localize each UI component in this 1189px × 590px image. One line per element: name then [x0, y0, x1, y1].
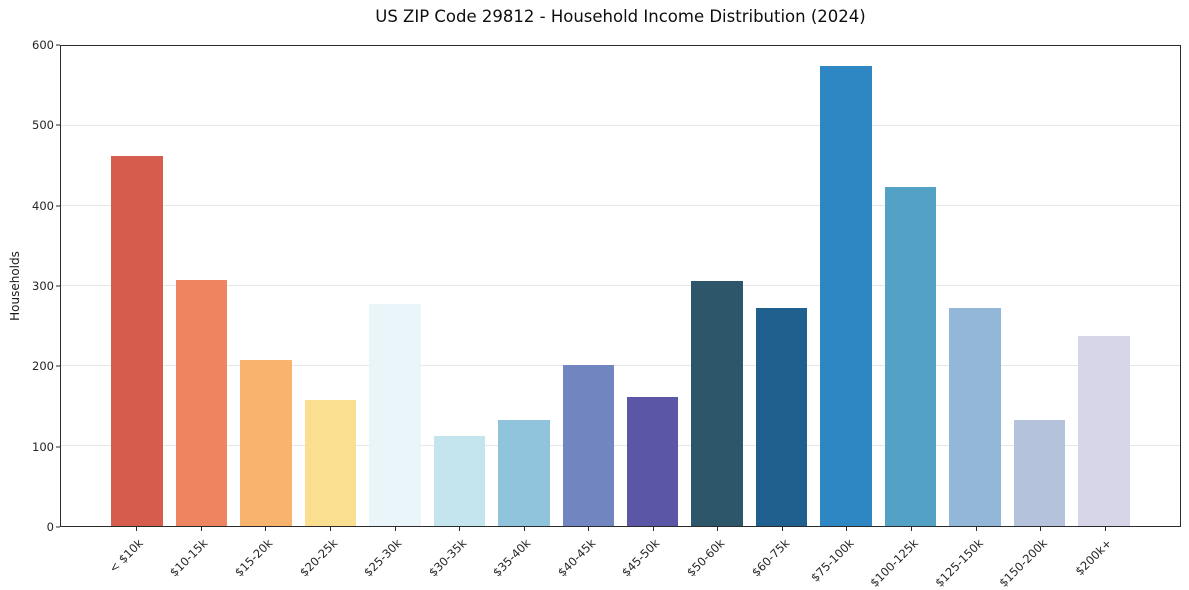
- x-tick-mark: [200, 527, 202, 531]
- bar-$20-25k: [304, 400, 357, 526]
- x-tick-label-$35-40k: $35-40k: [490, 536, 534, 580]
- bar-$30-35k: [433, 435, 486, 526]
- x-tick-label-$10-15k: $10-15k: [167, 536, 211, 580]
- bar-slot: [169, 46, 233, 526]
- plot-area: [60, 45, 1181, 527]
- bar-slot: [234, 46, 298, 526]
- x-tick-label-$200k+: $200k+: [1072, 536, 1115, 579]
- bar-slot: [621, 46, 685, 526]
- x-tick-mark: [265, 527, 267, 531]
- bar-$100-125k: [884, 186, 937, 526]
- y-tick-mark: [56, 44, 60, 46]
- y-tick-mark: [56, 365, 60, 367]
- gridline-y-400: [61, 205, 1180, 207]
- x-tick-label-$40-45k: $40-45k: [554, 536, 599, 580]
- bar-slot: [427, 46, 491, 526]
- bar-$15-20k: [240, 360, 292, 526]
- y-tick-label: 200: [32, 359, 54, 374]
- bar-slot: [105, 46, 169, 526]
- x-tick-mark: [717, 527, 719, 531]
- x-tick-mark: [652, 527, 654, 531]
- x-tick-mark: [394, 527, 396, 531]
- y-axis-tick-labels: 0 100 200 300 400 500 600: [0, 38, 54, 534]
- bar-slot: [878, 46, 942, 526]
- x-tick-label-$30-35k: $30-35k: [425, 536, 469, 580]
- bar-slot: [1007, 46, 1071, 526]
- x-tick-mark: [781, 527, 783, 531]
- bar-$10-15k: [175, 279, 228, 526]
- bar-$45-50k: [626, 397, 679, 526]
- x-tick-mark: [329, 527, 331, 531]
- x-tick-label-$60-75k: $60-75k: [748, 536, 792, 580]
- y-tick-label: 0: [46, 520, 54, 534]
- x-axis-tick-labels: < $10k $10-15k $15-20k $20-25k $25-30k $30-35…: [60, 527, 1181, 590]
- y-tick-mark: [56, 285, 60, 287]
- x-tick-label-$25-30k: $25-30k: [361, 536, 405, 580]
- y-tick-label: 600: [32, 38, 54, 52]
- x-tick-mark: [1040, 527, 1042, 531]
- bar-slot: [492, 46, 556, 526]
- bar-$150-200k: [1013, 419, 1066, 526]
- bar-slot: [685, 46, 749, 526]
- y-tick-label: 500: [32, 118, 54, 133]
- y-tick-mark: [56, 526, 60, 528]
- x-tick-mark: [136, 527, 138, 531]
- gridline-y-300: [61, 285, 1180, 286]
- gridline-y-200: [61, 365, 1180, 367]
- bar-slot: [943, 46, 1007, 526]
- bar-$60-75k: [755, 308, 808, 526]
- x-tick-mark: [459, 527, 461, 531]
- bar-$35-40k: [498, 419, 550, 526]
- bar-series: [61, 46, 1180, 526]
- bar-slot: [298, 46, 362, 526]
- chart-title: US ZIP Code 29812 - Household Income Dis…: [375, 7, 866, 26]
- y-tick-label: 100: [32, 439, 54, 454]
- y-tick-mark: [56, 205, 60, 207]
- bar-$75-100k: [820, 66, 872, 526]
- x-tick-label-$125-150k: $125-150k: [931, 536, 986, 590]
- x-tick-label-$75-100k: $75-100k: [807, 536, 857, 585]
- bar-slot: [749, 46, 813, 526]
- x-tick-label-$15-20k: $15-20k: [231, 536, 276, 580]
- gridline-y-100: [61, 445, 1180, 447]
- y-tick-label: 300: [32, 279, 54, 293]
- x-tick-label-$50-60k: $50-60k: [683, 536, 728, 580]
- x-tick-label-< $10k: < $10k: [106, 536, 147, 576]
- bar-$50-60k: [691, 281, 743, 526]
- bar-slot: [363, 46, 427, 526]
- x-tick-mark: [846, 527, 848, 531]
- bar-< $10k: [111, 156, 163, 526]
- bar-slot: [1072, 46, 1136, 526]
- bar-$125-150k: [949, 308, 1001, 526]
- x-tick-label-$45-50k: $45-50k: [619, 536, 663, 580]
- y-axis-tick-marks: [56, 44, 60, 528]
- x-tick-label-$100-125k: $100-125k: [867, 536, 921, 590]
- x-tick-mark: [911, 527, 913, 531]
- gridline-y-500: [61, 125, 1180, 126]
- y-tick-mark: [56, 446, 60, 448]
- y-tick-label: 400: [32, 198, 54, 213]
- bar-$200k+: [1078, 335, 1130, 526]
- y-tick-mark: [56, 124, 60, 126]
- bar-$25-30k: [369, 304, 421, 526]
- x-tick-mark: [588, 527, 590, 531]
- bar-$40-45k: [562, 365, 615, 526]
- bar-slot: [814, 46, 878, 526]
- x-tick-mark: [523, 527, 525, 531]
- x-tick-label-$150-200k: $150-200k: [996, 536, 1051, 590]
- x-tick-label-$20-25k: $20-25k: [296, 536, 340, 580]
- x-tick-mark: [1104, 527, 1106, 531]
- x-tick-mark: [975, 527, 977, 531]
- bar-slot: [556, 46, 620, 526]
